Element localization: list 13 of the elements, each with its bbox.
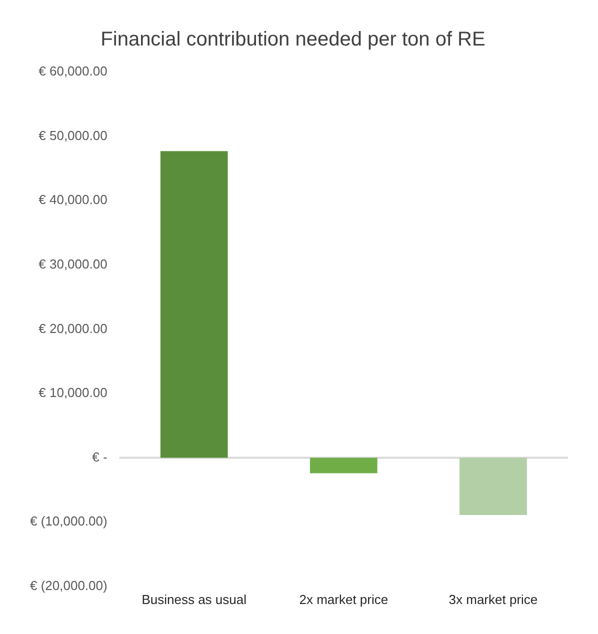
y-tick-label: € 40,000.00 bbox=[38, 192, 108, 208]
y-tick-label: € 60,000.00 bbox=[38, 64, 108, 79]
chart-title: Financial contribution needed per ton of RE bbox=[100, 28, 486, 51]
y-tick-label: € 20,000.00 bbox=[38, 320, 108, 336]
y-tick-label: € 30,000.00 bbox=[38, 256, 108, 272]
x-tick-label: 3x market price bbox=[448, 592, 538, 607]
y-tick-label: € 10,000.00 bbox=[38, 385, 108, 400]
x-tick-label: Business as usual bbox=[142, 592, 247, 607]
x-tick-label: 2x market price bbox=[299, 592, 388, 607]
y-tick-label: € 50,000.00 bbox=[38, 128, 108, 143]
y-tick-label: € - bbox=[92, 449, 108, 464]
y-tick-label: € (10,000.00) bbox=[30, 514, 108, 529]
y-tick-label: € (20,000.00) bbox=[30, 578, 108, 593]
